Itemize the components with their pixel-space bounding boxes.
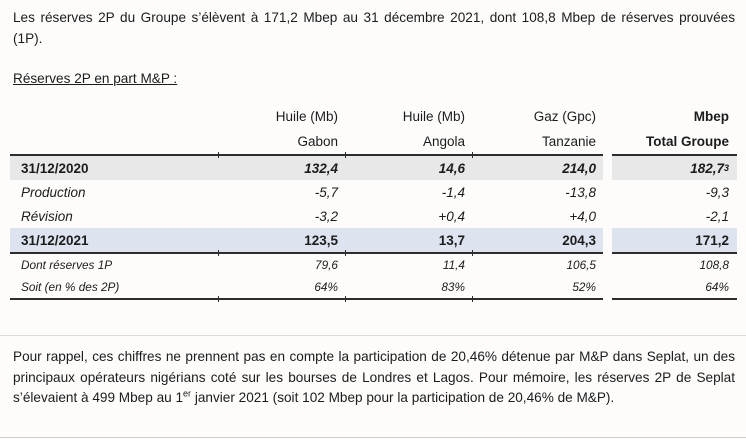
- rule-total-segment: [612, 154, 737, 156]
- mid-rule: [10, 250, 737, 256]
- table-row-31-12-2021: 31/12/2021 123,5 13,7 204,3 171,2: [10, 228, 737, 252]
- column-gap: [603, 276, 612, 298]
- rule-main-segment: [10, 296, 603, 302]
- ordinal-superscript: er: [183, 388, 192, 399]
- column-gap: [603, 228, 612, 252]
- intro-paragraph: Les réserves 2P du Groupe s’élèvent à 17…: [13, 10, 735, 46]
- reserves-table: Huile (Mb) Huile (Mb) Gaz (Gpc) Mbep Gab…: [10, 103, 737, 302]
- row-label: Soit (en % des 2P): [21, 280, 120, 294]
- value-gabon: -5,7: [314, 184, 338, 200]
- table-row-revision: Révision -3,2 +0,4 +4,0 -2,1: [10, 204, 737, 228]
- column-gap: [603, 180, 612, 204]
- value-gabon: 79,6: [315, 258, 338, 272]
- rule-main-segment: [10, 250, 603, 256]
- value-tanzanie: 52%: [572, 280, 596, 294]
- row-label: 31/12/2021: [10, 228, 218, 252]
- value-tanzanie: 106,5: [566, 258, 596, 272]
- value-tanzanie: 204,3: [472, 228, 603, 252]
- table-row-percent-2p: Soit (en % des 2P) 64% 83% 52% 64%: [10, 276, 737, 298]
- rule-total-segment: [612, 298, 737, 300]
- value-angola: 14,6: [345, 156, 472, 180]
- table-row-31-12-2020: 31/12/2020 132,4 14,6 214,0 182,7 3: [10, 156, 737, 180]
- footer-text-2: janvier 2021 (soit 102 Mbep pour la part…: [191, 390, 615, 405]
- rule-gap: [603, 298, 612, 300]
- header-region-total: Total Groupe: [646, 134, 729, 149]
- value-angola: 13,7: [345, 228, 472, 252]
- table-header-regions: Gabon Angola Tanzanie Total Groupe: [10, 129, 737, 154]
- value-total: 182,7 3: [612, 156, 737, 180]
- row-label: Révision: [21, 208, 73, 224]
- header-empty-cell: [10, 103, 218, 129]
- table-row-reserves-1p: Dont réserves 1P 79,6 11,4 106,5 108,8: [10, 254, 737, 276]
- value-total: 64%: [705, 280, 729, 294]
- column-gap: [603, 254, 612, 276]
- value-gabon: 132,4: [218, 156, 345, 180]
- value-tanzanie: -13,8: [565, 184, 596, 200]
- page-bottom-divider: [0, 437, 746, 438]
- value-total: -2,1: [705, 208, 729, 224]
- value-angola: +0,4: [438, 208, 465, 224]
- rule-main-segment: [10, 152, 603, 158]
- column-gap: [603, 103, 612, 129]
- bottom-rule: [10, 296, 737, 302]
- row-label: Production: [21, 184, 86, 200]
- value-angola: 83%: [441, 280, 465, 294]
- header-unit-total: Mbep: [693, 108, 729, 124]
- value-tanzanie: +4,0: [569, 208, 596, 224]
- value-tanzanie: 214,0: [472, 156, 603, 180]
- section-divider: [0, 335, 746, 336]
- header-empty-cell: [10, 129, 218, 154]
- rule-total-segment: [612, 252, 737, 254]
- document-page: Les réserves 2P du Groupe s’élèvent à 17…: [0, 8, 746, 439]
- table-header-units: Huile (Mb) Huile (Mb) Gaz (Gpc) Mbep: [10, 103, 737, 129]
- row-label: Dont réserves 1P: [21, 258, 113, 272]
- column-gap: [603, 129, 612, 154]
- section-heading: Réserves 2P en part M&P :: [13, 71, 178, 86]
- table-row-production: Production -5,7 -1,4 -13,8 -9,3: [10, 180, 737, 204]
- value-total: -9,3: [705, 184, 729, 200]
- header-rule: [10, 152, 737, 158]
- column-gap: [603, 204, 612, 228]
- header-region-tanzanie: Tanzanie: [541, 134, 596, 149]
- value-total: 108,8: [699, 258, 729, 272]
- header-unit-gabon: Huile (Mb): [275, 108, 338, 124]
- column-gap: [603, 156, 612, 180]
- value-gabon: 123,5: [218, 228, 345, 252]
- header-unit-angola: Huile (Mb): [402, 108, 465, 124]
- total-value: 182,7: [690, 160, 724, 176]
- header-unit-tanzanie: Gaz (Gpc): [533, 108, 596, 124]
- header-region-gabon: Gabon: [297, 134, 338, 149]
- footer-paragraph: Pour rappel, ces chiffres ne prennent pa…: [13, 347, 735, 409]
- value-angola: -1,4: [441, 184, 465, 200]
- value-total: 171,2: [612, 228, 737, 252]
- value-gabon: -3,2: [314, 208, 338, 224]
- header-region-angola: Angola: [422, 134, 465, 149]
- row-label: 31/12/2020: [10, 156, 218, 180]
- footer-text-1: Pour rappel, ces chiffres ne prennent pa…: [13, 349, 735, 405]
- value-angola: 11,4: [442, 258, 465, 272]
- value-gabon: 64%: [314, 280, 338, 294]
